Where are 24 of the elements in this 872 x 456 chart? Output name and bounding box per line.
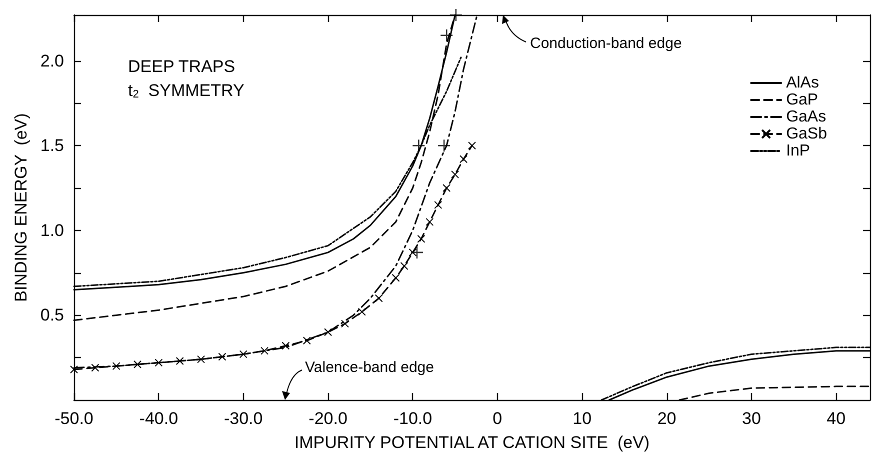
legend-label: GaP (786, 92, 818, 108)
x-tick-label: -30.0 (224, 409, 263, 428)
x-tick-label: 10 (572, 409, 592, 428)
legend-label: GaSb (786, 126, 828, 142)
x-tick-label: -10.0 (393, 409, 432, 428)
y-tick-label: 2.0 (40, 51, 64, 70)
annotation: Valence-band edge (305, 359, 434, 376)
x-tick-label: 30 (742, 409, 761, 428)
annotation: Conduction-band edge (530, 35, 682, 52)
x-axis-title: IMPURITY POTENTIAL AT CATION SITE (eV) (294, 433, 650, 452)
x-tick-label: -50.0 (54, 409, 94, 428)
legend-label: AlAs (786, 74, 819, 92)
annotation: DEEP TRAPS (128, 57, 236, 76)
legend-label: GaAs (786, 108, 826, 126)
x-tick-label: 20 (657, 409, 676, 428)
x-tick-label: -20.0 (308, 409, 348, 428)
x-tick-label: 0 (492, 409, 502, 428)
y-tick-label: 1.5 (40, 136, 64, 156)
x-tick-label: -40.0 (139, 409, 178, 428)
x-tick-label: 40 (826, 409, 846, 428)
y-tick-label: 1.0 (40, 220, 64, 240)
legend-label: InP (786, 142, 810, 160)
y-axis-title: BINDING ENERGY (eV) (11, 113, 30, 302)
y-tick-label: 0.5 (40, 306, 64, 325)
